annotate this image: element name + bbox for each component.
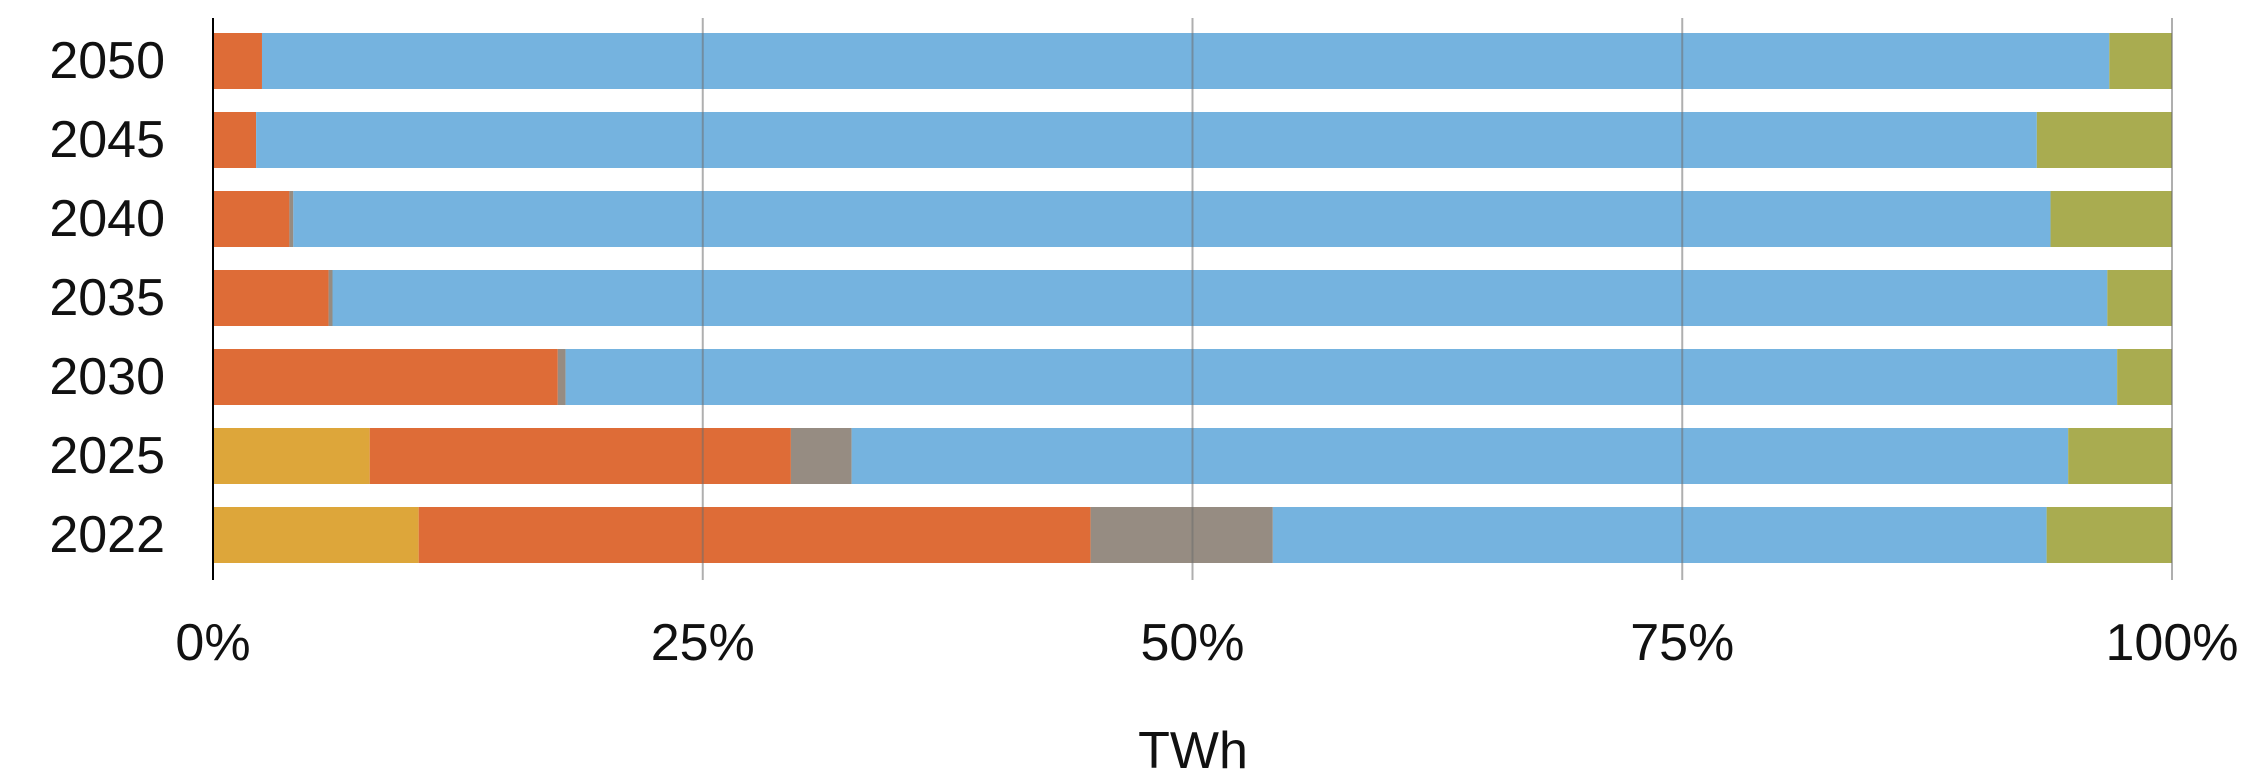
bar-segment-2022-4 [1272,507,2047,563]
bar-segment-2030-3 [557,349,566,405]
y-tick-label-2035: 2035 [49,269,165,327]
bar-segment-2045-5 [2036,112,2172,168]
bar-segment-2025-4 [851,428,2069,484]
bars-layer [213,33,2172,563]
x-tick-label-75: 75% [1630,614,1734,672]
bar-segment-2050-5 [2109,33,2172,89]
bar-segment-2035-2 [213,270,329,326]
bar-segment-2040-4 [293,191,2051,247]
y-tick-label-2022: 2022 [49,506,165,564]
bar-segment-2045-2 [213,112,257,168]
y-tick-label-2050: 2050 [49,32,165,90]
y-tick-label-2030: 2030 [49,348,165,406]
bar-segment-2025-5 [2068,428,2172,484]
gridlines [701,18,2173,580]
bar-segment-2050-4 [261,33,2110,89]
bar-segment-2040-2 [213,191,290,247]
x-tick-label-50: 50% [1140,614,1244,672]
bar-segment-2022-3 [1090,507,1273,563]
y-tick-label-2045: 2045 [49,111,165,169]
bar-segment-2040-5 [2050,191,2172,247]
x-tick-label-25: 25% [651,614,755,672]
y-tick-labels: 2050 2045 2040 2035 2030 2025 2022 [49,32,165,564]
bar-segment-2025-3 [790,428,852,484]
x-axis-label: TWh [1138,722,1248,773]
y-tick-label-2040: 2040 [49,190,165,248]
bar-segment-2035-4 [332,270,2108,326]
bar-segment-2050-2 [213,33,262,89]
bar-segment-2030-4 [565,349,2118,405]
x-tick-label-100: 100% [2106,614,2239,672]
bar-segment-2030-5 [2117,349,2172,405]
bar-segment-2045-4 [256,112,2037,168]
x-tick-label-0: 0% [175,614,250,672]
bar-segment-2030-2 [213,349,558,405]
bar-segment-2040-3 [289,191,294,247]
bar-segment-2025-2 [369,428,791,484]
bar-segment-2022-5 [2046,507,2172,563]
bar-segment-2025-1 [213,428,370,484]
bar-segment-2022-1 [213,507,419,563]
bar-segment-2035-5 [2107,270,2172,326]
bar-segment-2022-2 [418,507,1091,563]
bar-segment-2035-3 [328,270,333,326]
y-tick-label-2025: 2025 [49,427,165,485]
x-tick-labels: 0% 25% 50% 75% 100% [175,614,2238,672]
